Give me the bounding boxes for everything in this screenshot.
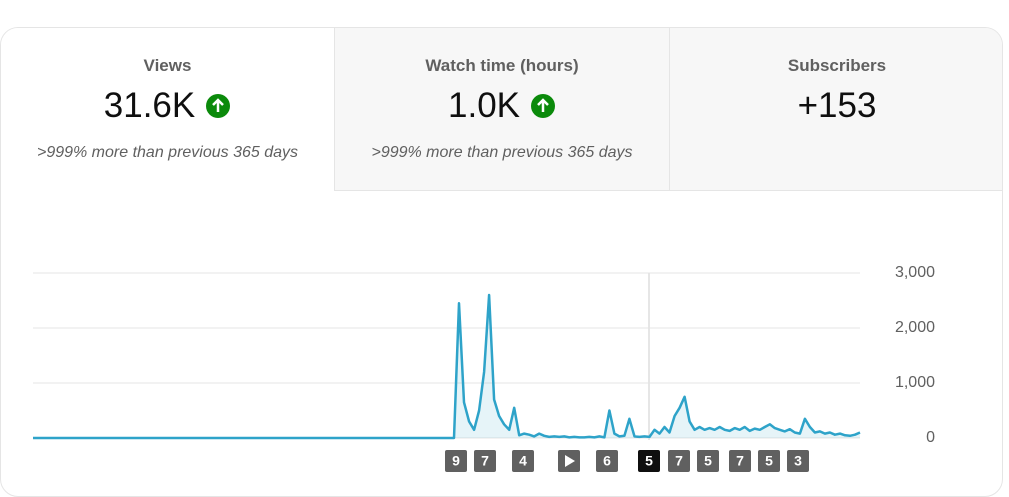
marker-label: 5 [765, 453, 773, 469]
marker-box [787, 450, 809, 472]
marker-box [596, 450, 618, 472]
marker-label: 6 [603, 453, 611, 469]
marker-box [668, 450, 690, 472]
page: Views 31.6K >999% more than previous 365… [0, 27, 1003, 497]
video-marker[interactable]: 5 [758, 450, 780, 472]
video-marker[interactable]: 3 [787, 450, 809, 472]
area [33, 295, 860, 438]
marker-box [697, 450, 719, 472]
marker-label: 9 [452, 453, 460, 469]
analytics-card: Views 31.6K >999% more than previous 365… [0, 27, 1003, 497]
views-tab[interactable]: Views 31.6K >999% more than previous 365… [1, 28, 334, 191]
marker-label: 5 [704, 453, 712, 469]
marker-box [512, 450, 534, 472]
video-marker[interactable]: 7 [474, 450, 496, 472]
video-marker[interactable]: 9 [445, 450, 467, 472]
marker-box [445, 450, 467, 472]
line [33, 293, 861, 440]
video-marker[interactable]: 7 [729, 450, 751, 472]
tab-value: +153 [797, 86, 877, 125]
y-tick-label: 3,000 [895, 264, 935, 281]
y-tick-label: 1,000 [895, 374, 935, 391]
tab-label: Subscribers [787, 56, 887, 75]
marker-label: 7 [736, 453, 744, 469]
tab-label: Watch time (hours) [425, 56, 579, 75]
tab-comparison: >999% more than previous 365 days [371, 144, 633, 161]
marker-label: 7 [675, 453, 683, 469]
marker-box [758, 450, 780, 472]
marker-box [638, 450, 660, 472]
play-marker[interactable] [558, 450, 580, 472]
marker-box [474, 450, 496, 472]
up-icon [206, 94, 231, 118]
video-marker[interactable]: 5 [697, 450, 719, 472]
video-marker[interactable]: 7 [668, 450, 690, 472]
marker-label: 4 [519, 453, 527, 469]
y-tick-label: 0 [926, 429, 935, 446]
video-marker[interactable]: 6 [596, 450, 618, 472]
tab-value: 1.0K [448, 86, 520, 125]
marker-label: 3 [794, 453, 802, 469]
marker-label: 5 [645, 453, 653, 469]
video-marker[interactable]: 5 [638, 450, 660, 472]
watch-time-tab[interactable]: Watch time (hours) 1.0K >999% more than … [334, 28, 669, 191]
subscribers-tab[interactable]: Subscribers +153 [669, 28, 1002, 191]
tab-value: 31.6K [103, 86, 196, 125]
video-marker[interactable]: 4 [512, 450, 534, 472]
tab-comparison: >999% more than previous 365 days [36, 144, 299, 161]
up-icon [531, 94, 555, 118]
play-icon [565, 455, 575, 467]
marker-label: 7 [481, 453, 489, 469]
chart: 0 1,000 2,000 3,000 9 7 4 6 5 7 5 7 5 3 [33, 264, 935, 472]
tab-label: Views [143, 56, 192, 75]
marker-box [729, 450, 751, 472]
y-tick-label: 2,000 [895, 319, 935, 336]
